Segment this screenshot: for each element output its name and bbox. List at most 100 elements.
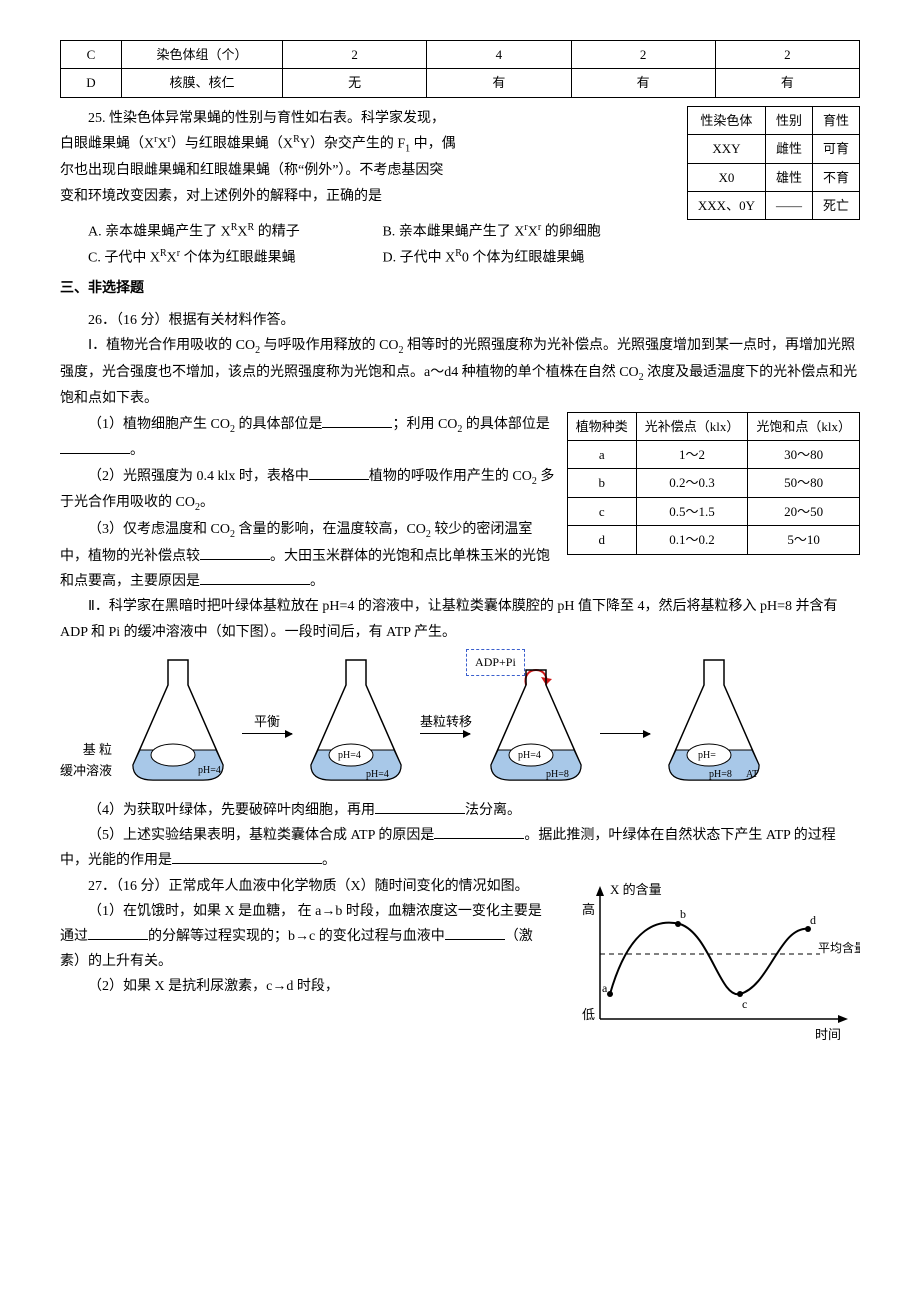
text: 植物的呼吸作用产生的 CO [369, 469, 532, 484]
text: 。 [130, 443, 144, 458]
cell: 性别 [765, 106, 812, 134]
svg-text:高: 高 [582, 902, 595, 917]
line-chart-icon: a b c d 高 低 X 的含量 时间 平均含量 [560, 874, 860, 1044]
cell: 50～80 [748, 469, 860, 497]
text: 25. 性染色体异常果蝇的性别与育性如右表。科学家发现， [88, 111, 445, 126]
sex-chromosome-table: 性染色体 性别 育性 XXY 雌性 可育 X0 雄性 不育 XXX、0Y —— … [687, 106, 860, 221]
text: ；利用 CO [392, 417, 457, 432]
cell: 核膜、核仁 [122, 69, 283, 97]
option-c: C. 子代中 XRXr 个体为红眼雌果蝇 [88, 245, 382, 271]
cell: 有 [427, 69, 571, 97]
blank [60, 439, 130, 454]
cell: 雄性 [765, 163, 812, 191]
svg-text:pH=4: pH=4 [198, 765, 221, 776]
flask-icon: pH=4 pH=4 [296, 655, 416, 785]
svg-text:d: d [810, 913, 816, 927]
cell: 有 [571, 69, 715, 97]
cell: 0.5～1.5 [636, 497, 748, 525]
flask-3: ADP+Pi pH=4 pH=8 [476, 655, 596, 794]
text: X [157, 137, 167, 152]
svg-text:b: b [680, 907, 686, 921]
text: D. 子代中 X [382, 250, 455, 265]
cell: 30～80 [748, 441, 860, 469]
cell: b [567, 469, 636, 497]
q26-sub5: （5）上述实验结果表明，基粒类囊体合成 ATP 的原因是。据此推测，叶绿体在自然… [60, 823, 860, 873]
option-d: D. 子代中 XR0 个体为红眼雄果蝇 [382, 245, 676, 271]
text: 0 个体为红眼雄果蝇 [462, 250, 585, 265]
blank [445, 925, 505, 940]
cell: 1～2 [636, 441, 748, 469]
text: B. 亲本雌果蝇产生了 X [382, 224, 524, 239]
text: （4）为获取叶绿体，先要破碎叶肉细胞，再用 [88, 803, 375, 818]
cell: 植物种类 [567, 412, 636, 440]
table-row: d0.1～0.25～10 [567, 526, 859, 554]
svg-text:低: 低 [582, 1007, 595, 1022]
cell: 2 [571, 41, 715, 69]
svg-text:pH=8: pH=8 [546, 769, 569, 780]
cell: —— [765, 191, 812, 219]
text: 。 [310, 574, 324, 589]
table-row: C 染色体组（个） 2 4 2 2 [61, 41, 860, 69]
svg-text:时间: 时间 [815, 1027, 841, 1042]
svg-text:c: c [742, 997, 747, 1011]
text: 与呼吸作用释放的 CO [260, 338, 398, 353]
text: 法分离。 [465, 803, 521, 818]
cell: 0.2～0.3 [636, 469, 748, 497]
cell: 不育 [812, 163, 859, 191]
q25-options: A. 亲本雄果蝇产生了 XRXR 的精子 B. 亲本雌果蝇产生了 XrXr 的卵… [88, 219, 677, 271]
arrow-1: 平衡 [242, 710, 292, 734]
text: 。 [200, 495, 214, 510]
sup: R [455, 248, 462, 259]
text: 白眼雌果蝇（X [60, 137, 154, 152]
cell: 4 [427, 41, 571, 69]
text: 中，偶 [410, 137, 456, 152]
text: Y）杂交产生的 F [300, 137, 405, 152]
cell: c [567, 497, 636, 525]
cell: 光饱和点（klx） [748, 412, 860, 440]
text: 个体为红眼雌果蝇 [180, 250, 296, 265]
arrow-3 [600, 720, 650, 734]
cell: 无 [283, 69, 427, 97]
cell: 雌性 [765, 135, 812, 163]
text: Ⅰ．植物光合作用吸收的 CO [88, 338, 255, 353]
flask-1: pH=4 [118, 655, 238, 794]
blank [172, 849, 322, 864]
photosynthesis-table: 植物种类 光补偿点（klx） 光饱和点（klx） a1～230～80 b0.2～… [567, 412, 860, 555]
text: X [237, 224, 247, 239]
text: 含量的影响，在温度较高，CO [235, 522, 426, 537]
q26-head: 26．（16 分）根据有关材料作答。 [60, 308, 860, 333]
label-buffer: 缓冲溶液 [60, 761, 112, 782]
table-row: D 核膜、核仁 无 有 有 有 [61, 69, 860, 97]
cell: 2 [715, 41, 859, 69]
table-row: XXY 雌性 可育 [687, 135, 859, 163]
q27-graph: a b c d 高 低 X 的含量 时间 平均含量 [560, 874, 860, 1053]
table-row: b0.2～0.350～80 [567, 469, 859, 497]
blank [200, 570, 310, 585]
flask-icon: pH=4 [118, 655, 238, 785]
text: （5）上述实验结果表明，基粒类囊体合成 ATP 的原因是 [88, 828, 434, 843]
text: 尔也出现白眼雌果蝇和红眼雄果蝇（称“例外”）。不考虑基因突 [60, 163, 443, 178]
cell: 0.1～0.2 [636, 526, 748, 554]
cell: 2 [283, 41, 427, 69]
text: 的精子 [254, 224, 300, 239]
svg-text:pH=4: pH=4 [366, 769, 389, 780]
text: （1）植物细胞产生 CO [88, 417, 230, 432]
table-row: a1～230～80 [567, 441, 859, 469]
blank [200, 545, 270, 560]
svg-text:X 的含量: X 的含量 [610, 882, 662, 897]
table-row: c0.5～1.520～50 [567, 497, 859, 525]
cell: XXY [687, 135, 765, 163]
text: （3）仅考虑温度和 CO [88, 522, 230, 537]
svg-text:pH=4: pH=4 [518, 750, 541, 761]
blank [434, 824, 524, 839]
sup: R [160, 248, 167, 259]
option-a: A. 亲本雄果蝇产生了 XRXR 的精子 [88, 219, 382, 245]
cell: 20～50 [748, 497, 860, 525]
cell: 死亡 [812, 191, 859, 219]
diagram-side-labels: 基 粒 缓冲溶液 [60, 740, 112, 794]
blank [88, 925, 148, 940]
cell: XXX、0Y [687, 191, 765, 219]
cell: C [61, 41, 122, 69]
cell: 可育 [812, 135, 859, 163]
text: 。 [322, 853, 336, 868]
